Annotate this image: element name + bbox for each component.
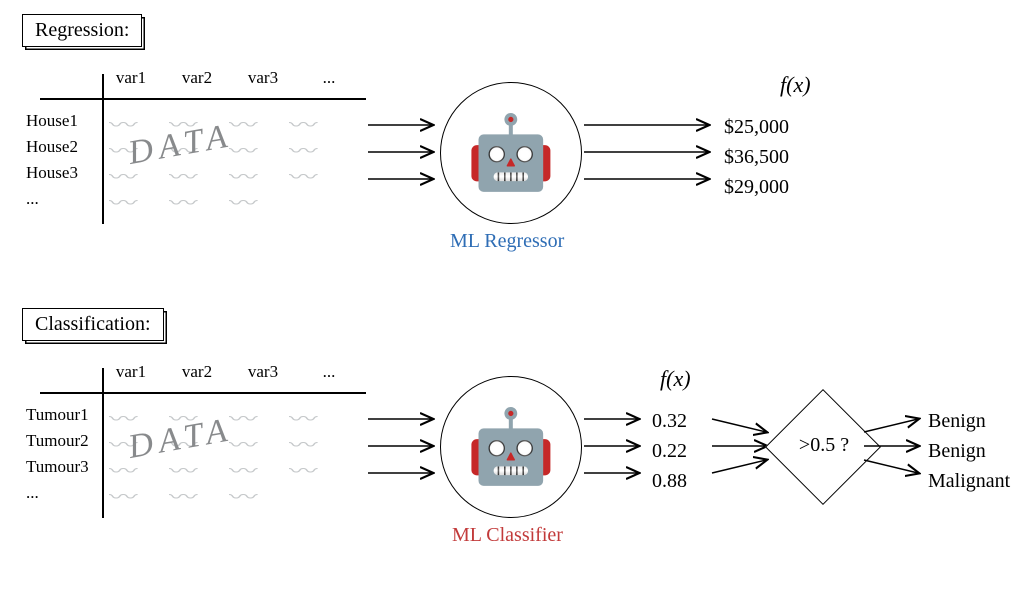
regression-fx: f(x) xyxy=(780,72,811,98)
classifier-label: ML Classifier xyxy=(452,524,563,547)
regressor-node: 🤖 xyxy=(440,82,582,224)
output-1: $25,000 xyxy=(724,112,789,142)
res-2: Benign xyxy=(928,436,1010,466)
classification-title: Classification: xyxy=(22,308,164,341)
classification-input-arrows xyxy=(368,404,448,494)
row-house2: House2 xyxy=(26,134,78,160)
row-tmore: ... xyxy=(26,480,89,506)
row-t3: Tumour3 xyxy=(26,454,89,480)
classification-prob-arrows xyxy=(584,404,654,494)
regressor-label: ML Regressor xyxy=(450,230,564,253)
classification-squiggles: 〰〰〰〰 〰〰〰〰 〰〰〰〰 〰〰〰 DATA xyxy=(112,402,372,522)
classification-result-arrows xyxy=(864,404,934,494)
regression-col-headers: var1 var2 var3 ... xyxy=(106,68,354,88)
prob-2: 0.22 xyxy=(652,436,687,466)
res-3: Malignant xyxy=(928,466,1010,496)
classification-probs: 0.32 0.22 0.88 xyxy=(652,406,687,496)
col-more: ... xyxy=(304,68,354,88)
row-house1: House1 xyxy=(26,108,78,134)
row-more: ... xyxy=(26,186,78,212)
classification-table: var1 var2 var3 ... Tumour1 Tumour2 Tumou… xyxy=(26,362,366,532)
robot-icon-2: 🤖 xyxy=(466,411,556,483)
regression-outputs: $25,000 $36,500 $29,000 xyxy=(724,112,789,202)
regression-table: var1 var2 var3 ... House1 House2 House3 … xyxy=(26,68,366,238)
ccol-var2: var2 xyxy=(172,362,222,382)
regression-output-arrows xyxy=(584,110,724,200)
classifier-node: 🤖 xyxy=(440,376,582,518)
classification-results: Benign Benign Malignant xyxy=(928,406,1010,496)
classification-col-headers: var1 var2 var3 ... xyxy=(106,362,354,382)
regression-title: Regression: xyxy=(22,14,142,47)
classification-fx: f(x) xyxy=(660,366,691,392)
regression-squiggles: 〰〰〰〰 〰〰〰〰 〰〰〰〰 〰〰〰 DATA xyxy=(112,108,372,228)
row-t1: Tumour1 xyxy=(26,402,89,428)
classification-row-labels: Tumour1 Tumour2 Tumour3 ... xyxy=(26,402,89,506)
col-var3: var3 xyxy=(238,68,288,88)
robot-icon: 🤖 xyxy=(466,117,556,189)
ccol-var1: var1 xyxy=(106,362,156,382)
ccol-var3: var3 xyxy=(238,362,288,382)
col-var2: var2 xyxy=(172,68,222,88)
col-var1: var1 xyxy=(106,68,156,88)
regression-input-arrows xyxy=(368,110,448,200)
output-2: $36,500 xyxy=(724,142,789,172)
res-1: Benign xyxy=(928,406,1010,436)
prob-1: 0.32 xyxy=(652,406,687,436)
output-3: $29,000 xyxy=(724,172,789,202)
row-house3: House3 xyxy=(26,160,78,186)
ccol-more: ... xyxy=(304,362,354,382)
regression-row-labels: House1 House2 House3 ... xyxy=(26,108,78,212)
row-t2: Tumour2 xyxy=(26,428,89,454)
prob-3: 0.88 xyxy=(652,466,687,496)
